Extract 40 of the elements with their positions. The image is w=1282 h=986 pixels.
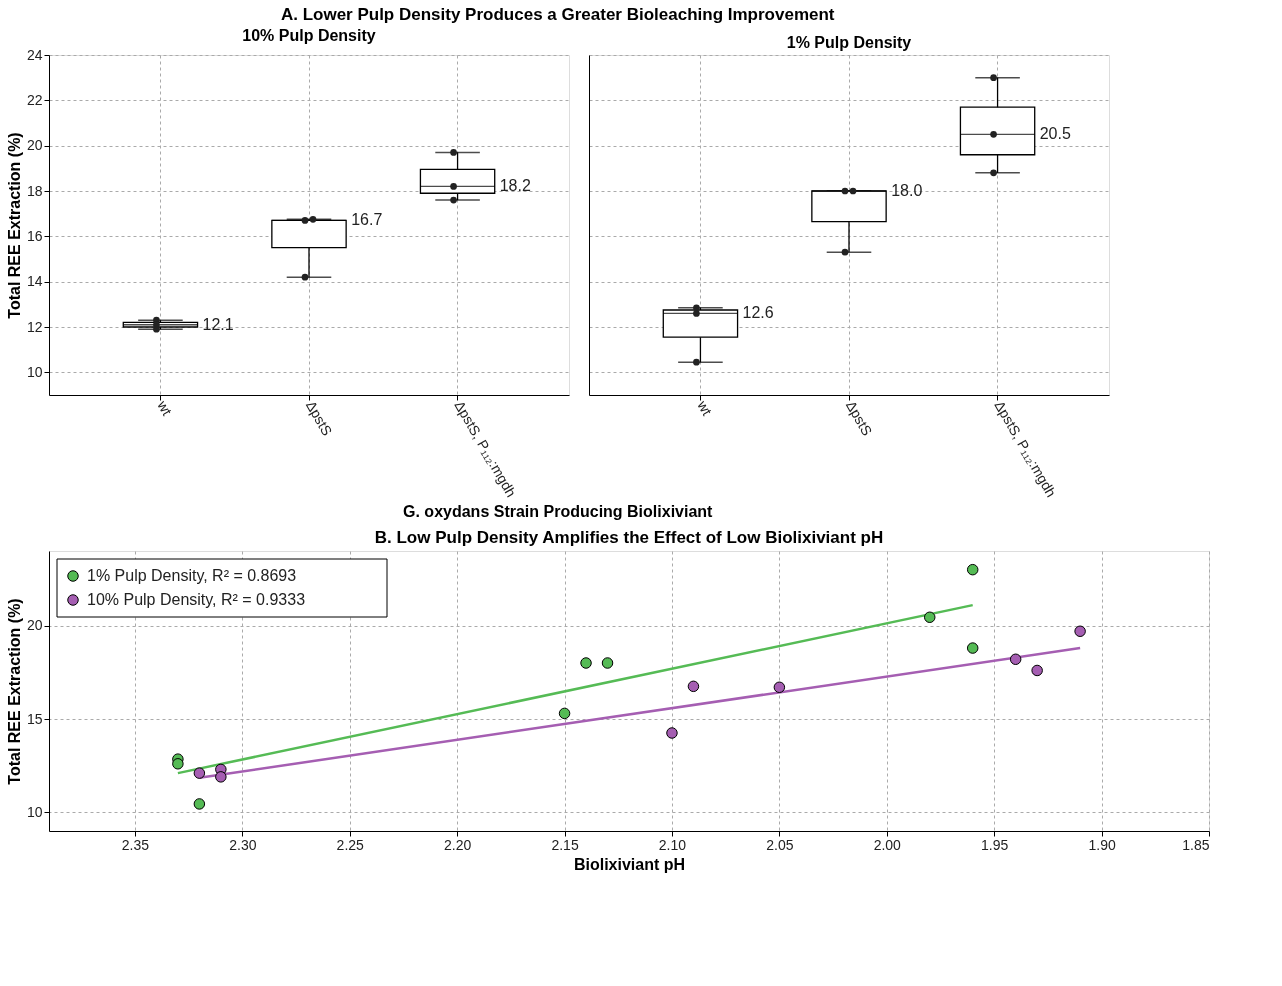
- x-tick-label: 2.05: [766, 836, 794, 853]
- y-tick-label: 10: [26, 803, 43, 820]
- text: 12.6: [742, 304, 774, 322]
- y-axis-title: Total REE Extraction (%): [5, 132, 23, 319]
- y-tick-label: 22: [26, 91, 43, 108]
- x-tick-label: 2.30: [229, 836, 257, 853]
- y-tick-label: 15: [26, 710, 43, 727]
- text: 20.5: [1039, 125, 1071, 143]
- x-tick-label: 1.95: [981, 836, 1009, 853]
- y-tick-label: 20: [26, 137, 43, 154]
- text: 18.0: [891, 182, 923, 199]
- x-axis-title: Biolixiviant pH: [573, 855, 686, 873]
- x-tick-label: wt: [693, 397, 716, 419]
- legend-label: 10% Pulp Density, R² = 0.9333: [87, 591, 306, 608]
- y-tick-label: 10: [26, 363, 43, 380]
- x-tick-label: 2.10: [658, 836, 687, 853]
- x-tick-label: 2.15: [551, 836, 579, 853]
- x-tick-label: 2.25: [336, 836, 365, 853]
- y-tick-label: 14: [26, 273, 43, 290]
- x-tick-label: 2.35: [121, 836, 150, 853]
- text: 18.2: [499, 177, 531, 195]
- y-axis-title: Total REE Extraction (%): [5, 598, 23, 785]
- chart-subtitle: 10% Pulp Density: [242, 27, 376, 44]
- y-tick-label: 24: [26, 46, 43, 63]
- y-tick-label: 16: [26, 227, 43, 244]
- text: 12.1: [202, 315, 234, 333]
- x-tick-label: 2.20: [444, 836, 472, 853]
- x-tick-label: 2.00: [873, 836, 902, 853]
- text: 16.7: [351, 211, 383, 229]
- x-tick-label: 1.90: [1088, 836, 1116, 853]
- x-tick-label: wt: [153, 397, 176, 419]
- y-tick-label: 20: [26, 617, 43, 634]
- y-tick-label: 18: [26, 182, 43, 199]
- chart-subtitle: 1% Pulp Density: [786, 34, 912, 51]
- x-axis-title: G. oxydans Strain Producing Biolixiviant: [403, 502, 714, 520]
- chart-title: B. Low Pulp Density Amplifies the Effect of Low Biolixiviant pH: [374, 528, 884, 547]
- legend-label: 1% Pulp Density, R² = 0.8693: [87, 567, 297, 584]
- x-tick-label: 1.85: [1182, 836, 1210, 853]
- y-tick-label: 12: [26, 318, 43, 335]
- chart-title: A. Lower Pulp Density Produces a Greater Bioleaching Improvement: [280, 4, 835, 24]
